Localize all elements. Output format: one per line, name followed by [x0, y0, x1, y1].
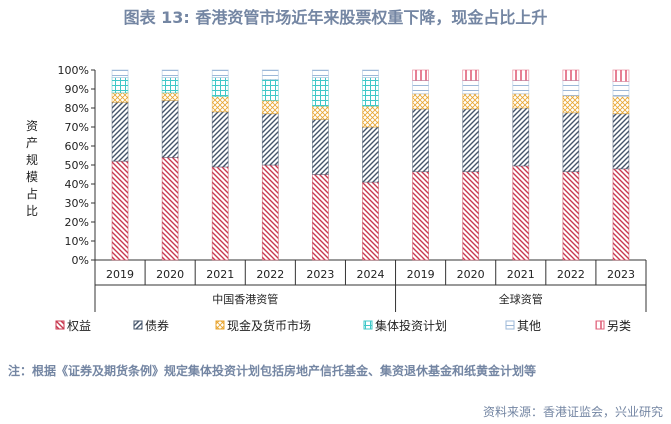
x-group-label: 中国香港资管: [212, 292, 278, 306]
legend-swatch: [215, 320, 225, 330]
bar-segment-4: [462, 80, 480, 95]
x-tick-label: 2024: [357, 268, 385, 281]
y-axis-label: 资产规模占比: [25, 119, 38, 218]
bar-segment-0: [161, 156, 179, 261]
bar-segment-3: [261, 79, 279, 101]
bar-segment-0: [412, 171, 429, 261]
legend-swatch: [363, 320, 373, 330]
bar-segment-2: [562, 95, 580, 114]
legend-label: 另类: [607, 319, 631, 333]
y-tick-label: 30%: [65, 197, 89, 210]
bar-segment-0: [261, 164, 279, 261]
bar-segment-2: [261, 100, 279, 115]
bar-segment-3: [312, 77, 329, 107]
bar-segment-0: [562, 171, 580, 261]
bar-segment-4: [412, 80, 429, 95]
bar-segment-4: [512, 80, 530, 95]
bar-segment-4: [362, 69, 379, 78]
bar-segment-5: [562, 69, 580, 81]
bar-segment-0: [512, 165, 530, 261]
chart-source: 资料来源：香港证监会，兴业研究: [482, 405, 663, 419]
bar-segment-2: [362, 105, 379, 128]
bar-segment-5: [412, 69, 429, 81]
legend-label: 其他: [517, 319, 541, 333]
y-tick-label: 90%: [65, 83, 89, 96]
legend-swatch: [133, 320, 143, 330]
chart-note: 注：根据《证券及期货条例》规定集体投资计划包括房地产信托基金、集资退休基金和纸黄…: [8, 364, 537, 378]
x-tick-label: 2020: [457, 268, 485, 281]
legend-label: 债券: [145, 318, 169, 333]
x-tick-label: 2022: [557, 268, 585, 281]
bar-segment-3: [362, 77, 379, 107]
legend-label: 现金及货币市场: [227, 318, 311, 333]
bar-segment-0: [362, 181, 379, 261]
x-tick-label: 2021: [206, 268, 234, 281]
x-tick-label: 2023: [306, 268, 334, 281]
bar-segment-2: [462, 93, 480, 110]
bar-segment-5: [462, 69, 480, 81]
bar-segment-4: [261, 69, 279, 80]
bar-segment-2: [111, 92, 129, 103]
x-tick-label: 2022: [256, 268, 284, 281]
y-tick-label: 80%: [65, 102, 89, 115]
y-tick-label: 10%: [65, 235, 89, 248]
x-tick-label: 2023: [607, 268, 635, 281]
bar-segment-4: [111, 69, 129, 78]
legend-swatch: [505, 320, 515, 330]
bar-segment-1: [261, 113, 279, 166]
bar-segment-1: [412, 108, 429, 173]
legend-swatch: [55, 320, 65, 330]
y-tick-label: 100%: [58, 64, 89, 77]
bar-segment-1: [312, 119, 329, 175]
bar-segment-4: [211, 69, 229, 78]
bar-segment-4: [612, 81, 630, 98]
chart-title: 图表 13: 香港资管市场近年来股票权重下降，现金占比上升: [123, 8, 548, 27]
bar-segment-1: [612, 113, 630, 170]
y-tick-label: 50%: [65, 159, 89, 172]
bar-segment-4: [161, 69, 179, 78]
bar-segment-0: [312, 174, 329, 261]
bar-segment-1: [111, 101, 129, 162]
y-tick-label: 0%: [72, 254, 89, 267]
bar-segment-2: [512, 93, 530, 109]
bar-segment-1: [362, 126, 379, 183]
y-tick-label: 70%: [65, 121, 89, 134]
y-tick-label: 60%: [65, 140, 89, 153]
bar-segment-1: [512, 107, 530, 167]
bar-segment-3: [111, 77, 129, 94]
bar-segment-0: [111, 160, 129, 261]
bar-segment-5: [512, 69, 530, 81]
legend-label: 集体投资计划: [375, 318, 447, 333]
x-group-label: 全球资管: [499, 292, 543, 306]
bar-segment-2: [612, 96, 630, 115]
bar-segment-2: [412, 93, 429, 110]
x-tick-label: 2019: [106, 268, 134, 281]
bar-segment-5: [612, 69, 630, 82]
bar-segment-0: [211, 166, 229, 261]
bar-segment-2: [211, 96, 229, 113]
bar-segment-1: [462, 108, 480, 173]
y-tick-label: 40%: [65, 178, 89, 191]
x-tick-label: 2020: [156, 268, 184, 281]
legend-label: 权益: [67, 319, 91, 333]
y-tick-label: 20%: [65, 216, 89, 229]
bar-segment-0: [612, 168, 630, 261]
bar-segment-1: [562, 112, 580, 173]
bar-segment-4: [312, 69, 329, 78]
bar-segment-2: [312, 105, 329, 120]
bar-segment-3: [161, 77, 179, 94]
bar-segment-1: [211, 111, 229, 168]
bar-segment-3: [211, 77, 229, 97]
bar-segment-4: [562, 80, 580, 97]
legend-swatch: [595, 320, 605, 330]
x-tick-label: 2019: [407, 268, 435, 281]
bar-segment-1: [161, 100, 179, 158]
bar-segment-2: [161, 92, 179, 101]
x-tick-label: 2021: [507, 268, 535, 281]
bar-segment-0: [462, 171, 480, 261]
